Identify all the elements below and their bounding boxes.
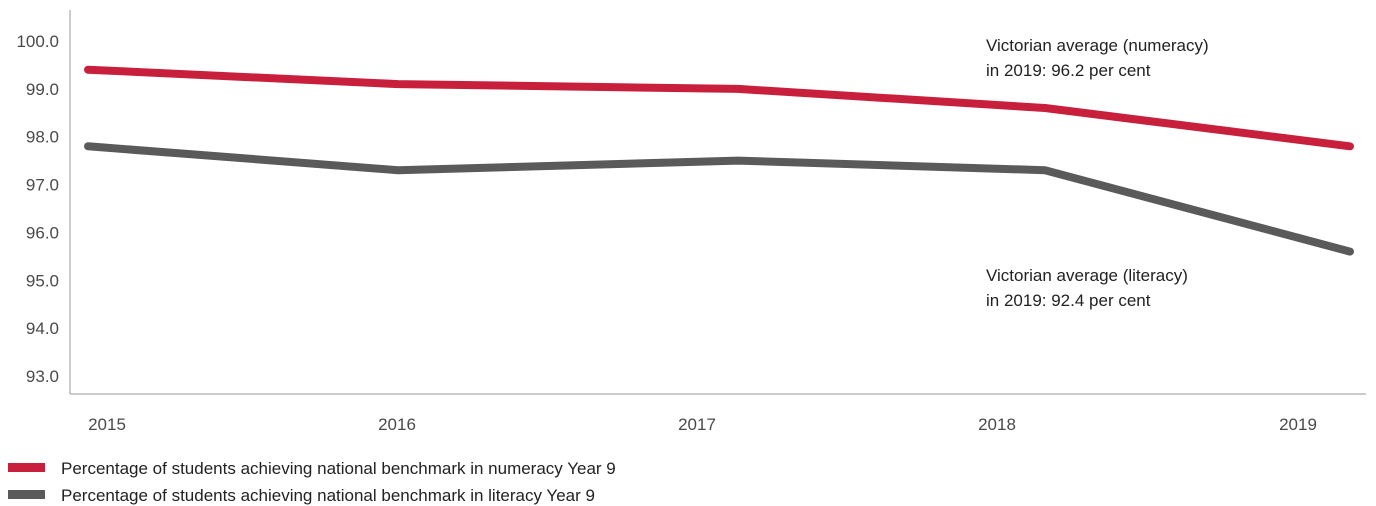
y-tick-label: 93.0 (26, 367, 59, 386)
y-tick-label: 95.0 (26, 271, 59, 290)
legend-label-literacy: Percentage of students achieving nationa… (61, 486, 595, 505)
legend-label-numeracy: Percentage of students achieving nationa… (61, 459, 616, 478)
x-tick-label: 2015 (88, 415, 126, 434)
x-tick-label: 2016 (378, 415, 416, 434)
chart-axes (69, 10, 1366, 395)
legend-swatch-numeracy (8, 463, 45, 472)
y-tick-label: 99.0 (26, 80, 59, 99)
y-tick-label: 94.0 (26, 319, 59, 338)
annotation-literacy-line-2: in 2019: 92.4 per cent (986, 291, 1151, 310)
x-tick-labels: 2015 2016 2017 2018 2019 (88, 415, 1317, 434)
series-lines (84, 65, 1354, 256)
y-tick-label: 97.0 (26, 176, 59, 195)
legend-swatch-literacy (8, 490, 45, 499)
series-line-literacy (84, 142, 1354, 256)
annotation-numeracy-line-2: in 2019: 96.2 per cent (986, 61, 1151, 80)
x-tick-label: 2019 (1279, 415, 1317, 434)
y-tick-label: 96.0 (26, 223, 59, 242)
y-tick-labels: 93.0 94.0 95.0 96.0 97.0 98.0 99.0 100.0 (16, 32, 59, 386)
x-tick-label: 2018 (978, 415, 1016, 434)
y-tick-label: 100.0 (16, 32, 59, 51)
annotation-literacy-line-1: Victorian average (literacy) (986, 266, 1188, 285)
annotations: Victorian average (numeracy) in 2019: 96… (986, 36, 1209, 310)
annotation-numeracy-line-1: Victorian average (numeracy) (986, 36, 1209, 55)
x-tick-label: 2017 (678, 415, 716, 434)
y-tick-label: 98.0 (26, 128, 59, 147)
legend: Percentage of students achieving nationa… (8, 459, 616, 505)
series-line-numeracy (84, 65, 1354, 151)
